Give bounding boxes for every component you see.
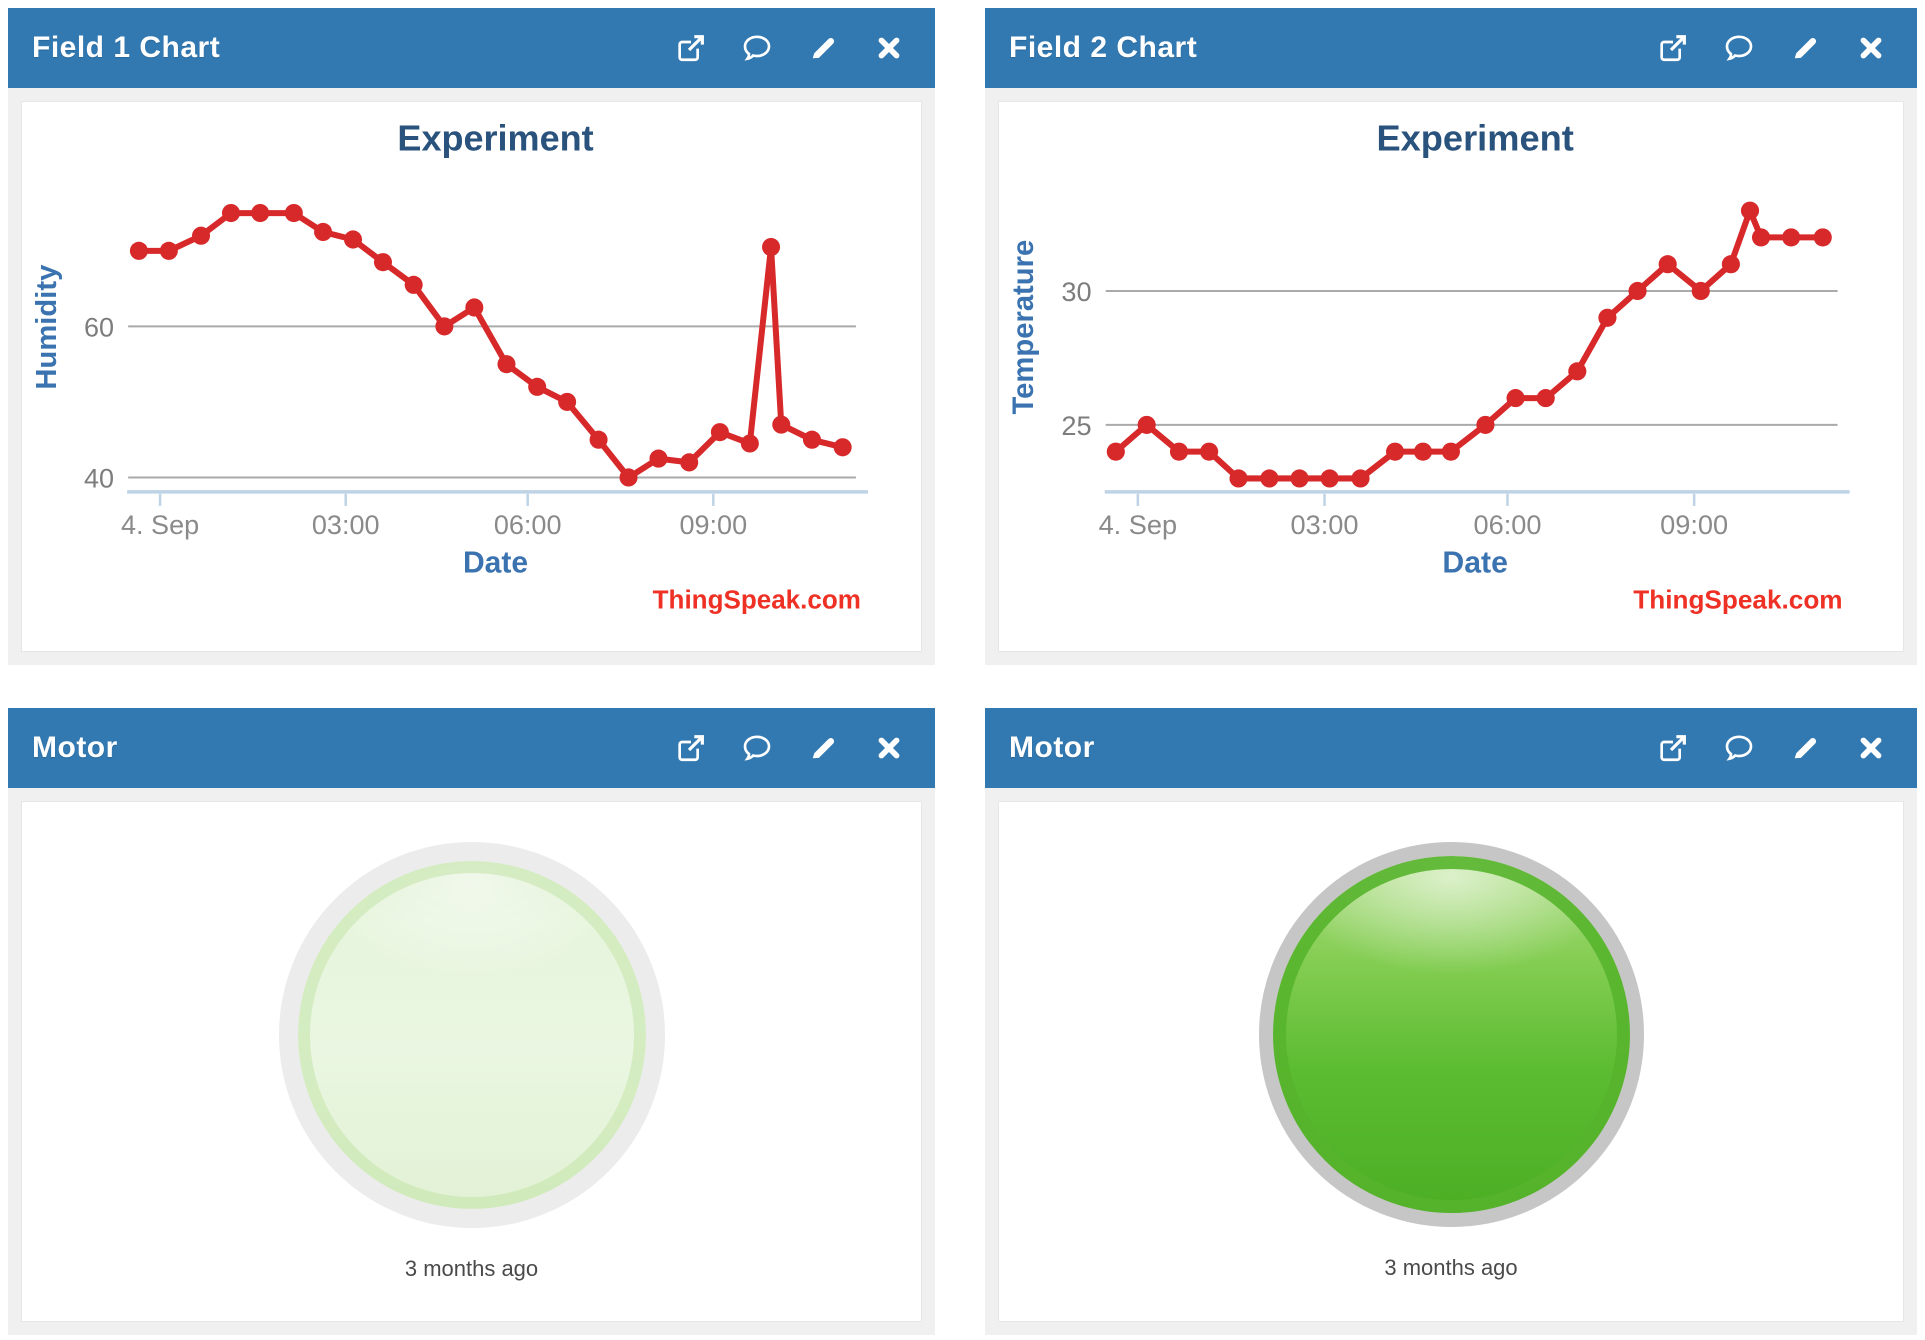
widget-header: Field 1 Chart [8,8,935,88]
field2-chart-widget: Field 2 Chart 25 30 4. Sep 03:00 06:00 09:00 E… [985,8,1917,665]
pencil-icon [1794,738,1817,759]
svg-text:09:00: 09:00 [679,509,747,540]
widget-body: 3 months ago [8,788,935,1335]
svg-text:06:00: 06:00 [494,509,562,540]
svg-text:09:00: 09:00 [1660,509,1728,540]
svg-text:Date: Date [1442,546,1507,579]
close-button[interactable] [1853,30,1889,66]
pencil-icon [1794,38,1817,59]
widget-toolbar [673,730,907,766]
svg-text:4. Sep: 4. Sep [1099,509,1178,540]
widget-title: Motor [1009,731,1095,764]
external-link-button[interactable] [673,730,709,766]
widget-title: Field 1 Chart [32,31,221,64]
comment-button[interactable] [1721,730,1757,766]
edit-button[interactable] [805,730,841,766]
widget-body: 25 30 4. Sep 03:00 06:00 09:00 Experiment Tempe… [985,88,1917,665]
widget-body: 40 60 4. Sep 03:00 06:00 09:00 Experiment Humid… [8,88,935,665]
pencil-icon [812,38,835,59]
chart-panel: 40 60 4. Sep 03:00 06:00 09:00 Experiment Humid… [21,101,922,652]
close-icon [1860,737,1882,759]
svg-text:ThingSpeak.com: ThingSpeak.com [653,585,861,615]
temperature-line-chart: 25 30 4. Sep 03:00 06:00 09:00 Experiment Tempe… [1008,117,1850,615]
svg-text:40: 40 [84,462,114,493]
external-link-button[interactable] [673,30,709,66]
svg-text:Experiment: Experiment [397,117,593,158]
external-link-button[interactable] [1655,30,1691,66]
edit-button[interactable] [1787,30,1823,66]
svg-text:Date: Date [463,546,528,579]
comment-icon [743,35,771,61]
external-link-icon [1660,35,1686,62]
svg-text:Experiment: Experiment [1376,117,1573,158]
indicator-timestamp: 3 months ago [404,1256,539,1281]
svg-text:60: 60 [84,311,114,342]
comment-icon [1725,35,1753,61]
external-link-button[interactable] [1655,730,1691,766]
close-icon [878,37,900,59]
svg-text:Humidity: Humidity [31,264,63,390]
svg-text:ThingSpeak.com: ThingSpeak.com [1633,585,1842,615]
widget-header: Motor [8,708,935,788]
widget-header: Motor [985,708,1917,788]
comment-button[interactable] [1721,30,1757,66]
svg-text:03:00: 03:00 [1291,509,1359,540]
svg-text:25: 25 [1061,410,1091,441]
comment-button[interactable] [739,730,775,766]
comment-icon [743,735,771,761]
widget-toolbar [673,30,907,66]
svg-text:03:00: 03:00 [312,509,380,540]
widget-toolbar [1655,30,1889,66]
widget-toolbar [1655,730,1889,766]
motor-indicator-light-on [1258,842,1644,1227]
close-icon [878,737,900,759]
indicator-timestamp: 3 months ago [1384,1255,1518,1280]
humidity-line-chart: 40 60 4. Sep 03:00 06:00 09:00 Experiment Humid… [31,117,868,615]
external-link-icon [678,35,704,62]
comment-button[interactable] [739,30,775,66]
edit-button[interactable] [805,30,841,66]
close-icon [1860,37,1882,59]
indicator-panel: 3 months ago [21,801,922,1322]
svg-text:30: 30 [1061,276,1091,307]
comment-icon [1725,735,1753,761]
close-button[interactable] [871,30,907,66]
close-button[interactable] [871,730,907,766]
svg-text:Temperature: Temperature [1008,240,1040,415]
field1-chart-widget: Field 1 Chart 40 60 4. Sep 03:00 06:00 09:00 E… [8,8,935,665]
widget-title: Field 2 Chart [1009,31,1198,64]
pencil-icon [812,738,835,759]
svg-text:4. Sep: 4. Sep [121,509,199,540]
edit-button[interactable] [1787,730,1823,766]
indicator-panel: 3 months ago [998,801,1904,1322]
external-link-icon [1660,735,1686,762]
svg-text:06:00: 06:00 [1474,509,1542,540]
motor-widget-off: Motor 3 months ago [8,708,935,1335]
motor-indicator-light-off [278,842,665,1228]
motor-widget-on: Motor 3 months ago [985,708,1917,1335]
close-button[interactable] [1853,730,1889,766]
widget-header: Field 2 Chart [985,8,1917,88]
widget-title: Motor [32,731,118,764]
widget-body: 3 months ago [985,788,1917,1335]
chart-panel: 25 30 4. Sep 03:00 06:00 09:00 Experiment Tempe… [998,101,1904,652]
external-link-icon [678,735,704,762]
